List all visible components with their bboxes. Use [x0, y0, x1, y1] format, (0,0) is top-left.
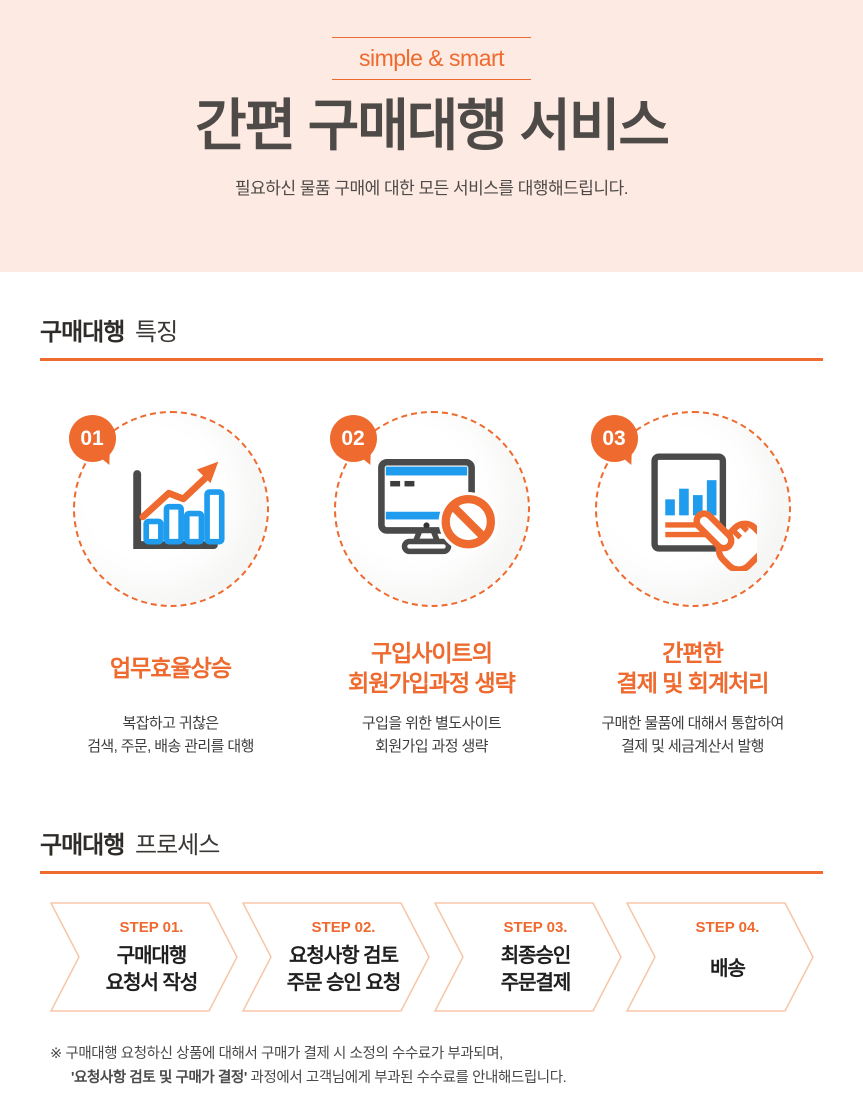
feature-circle: 01 — [68, 411, 269, 607]
step-title: 요청사항 검토 주문 승인 요청 — [286, 944, 402, 994]
feature-circle: 03 — [590, 411, 791, 607]
document-click-icon — [595, 411, 791, 607]
feature-description: 구매한 물품에 대해서 통합하여 결제 및 세금계산서 발행 — [601, 715, 784, 756]
dashed-circle — [333, 411, 530, 607]
step-label: STEP 02. — [311, 918, 376, 936]
chevron-shape — [49, 901, 238, 1012]
feature-description: 구입을 위한 별도사이트 회원가입 과정 생략 — [361, 715, 502, 756]
growth-chart-icon — [73, 411, 269, 607]
process-section-heading: 구매대행 프로세스 — [40, 825, 823, 874]
step-label: STEP 03. — [503, 918, 568, 936]
step-title: 배송 — [710, 958, 746, 980]
step-title: 구매대행 요청서 작성 — [105, 944, 199, 994]
chevron-shape — [625, 901, 814, 1012]
feature-card-efficiency: 01 업무효율상승 복잡하고 귀찮은 검색, 주문, 배송 관리를 대행 — [40, 411, 301, 759]
feature-title: 구입사이트의 회원가입과정 생략 — [348, 639, 516, 696]
monitor-signup-blocked-icon — [334, 411, 530, 607]
features-row: 01 업무효율상승 복잡하고 귀찮은 검색, 주문, 배송 관리를 대행 — [40, 411, 823, 759]
step-number-badge: 03 — [590, 415, 638, 462]
fee-footnote: ※ 구매대행 요청하신 상품에 대해서 구매가 결제 시 소정의 수수료가 부과… — [50, 1042, 823, 1091]
chevron-shape — [241, 901, 430, 1012]
process-step-1: STEP 01. 구매대행 요청서 작성 — [49, 901, 238, 1012]
process-heading-bold: 구매대행 — [40, 831, 125, 859]
dashed-circle — [594, 411, 791, 607]
process-heading-rest: 프로세스 — [135, 831, 220, 859]
feature-title: 업무효율상승 — [110, 654, 232, 681]
feature-card-no-signup: 02 구입사이트의 회원가입과정 생략 — [301, 411, 562, 759]
process-step-2: STEP 02. 요청사항 검토 주문 승인 요청 — [241, 901, 430, 1012]
process-steps-row: STEP 01. 구매대행 요청서 작성 STEP 02. 요청사항 검토 주문… — [0, 901, 863, 1012]
footnote-line-2: '요청사항 검토 및 구매가 결정' 과정에서 고객님에게 부과된 수수료를 안… — [71, 1070, 567, 1087]
chevron-shape — [433, 901, 622, 1012]
hero-banner: simple & smart 간편 구매대행 서비스 필요하신 물품 구매에 대… — [0, 0, 863, 272]
feature-card-payment: 03 — [562, 411, 823, 759]
reference-mark: ※ — [50, 1045, 62, 1062]
features-heading-bold: 구매대행 — [40, 319, 125, 346]
slogan-badge: simple & smart — [331, 37, 532, 80]
process-step-3: STEP 03. 최종승인 주문결제 — [433, 901, 622, 1012]
step-label: STEP 04. — [695, 918, 760, 936]
page-title: 간편 구매대행 서비스 — [195, 94, 670, 157]
features-section-heading: 구매대행 특징 — [40, 312, 823, 361]
step-number-badge: 01 — [68, 415, 116, 462]
step-title: 최종승인 주문결제 — [500, 944, 572, 994]
features-heading-rest: 특징 — [135, 319, 178, 346]
feature-description: 복잡하고 귀찮은 검색, 주문, 배송 관리를 대행 — [87, 715, 254, 756]
feature-title: 간편한 결제 및 회계처리 — [616, 639, 770, 696]
feature-circle: 02 — [329, 411, 530, 607]
step-number-badge: 02 — [329, 415, 377, 462]
dashed-circle — [72, 411, 269, 607]
footnote-line-1: ※ 구매대행 요청하신 상품에 대해서 구매가 결제 시 소정의 수수료가 부과… — [50, 1045, 503, 1062]
step-label: STEP 01. — [119, 918, 184, 936]
process-step-4: STEP 04. 배송 — [625, 901, 814, 1012]
page-subtitle: 필요하신 물품 구매에 대한 모든 서비스를 대행해드립니다. — [235, 179, 628, 199]
